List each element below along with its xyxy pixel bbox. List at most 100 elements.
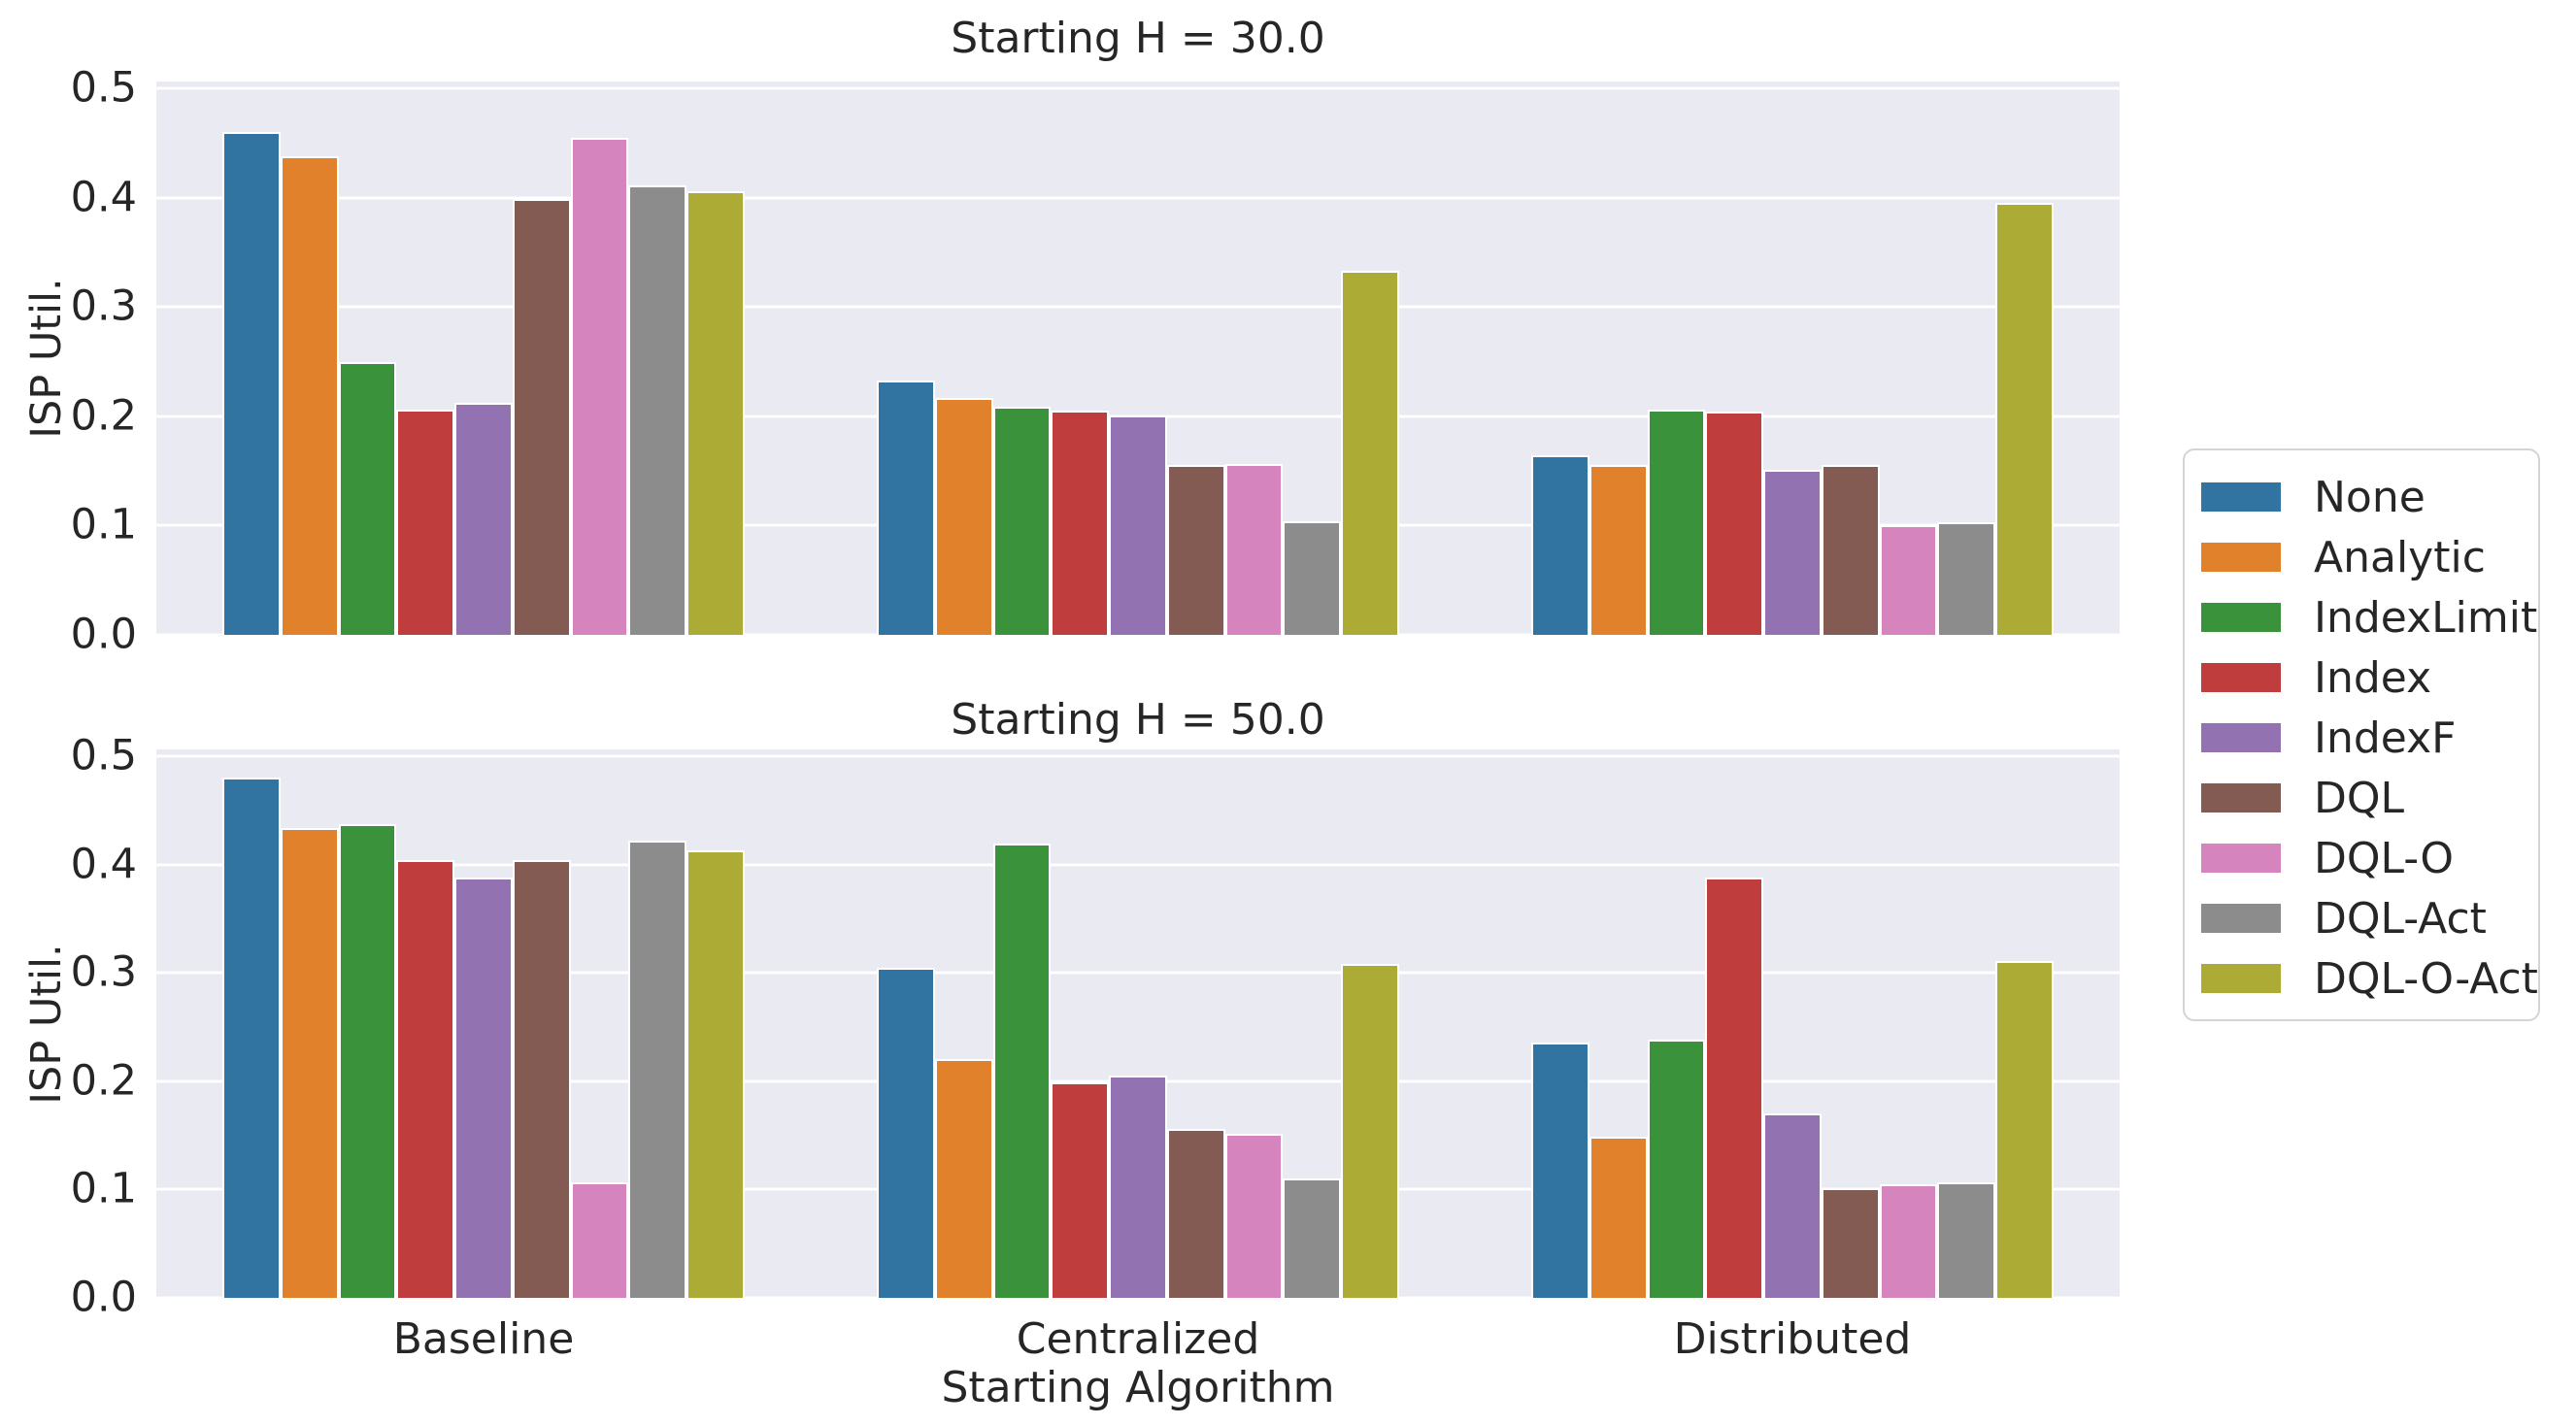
- bar-Analytic-Baseline: [281, 155, 339, 635]
- bar-DQL-Distributed: [1821, 1188, 1880, 1298]
- subplot-h50-axes: 0.0 0.1 0.2 0.3 0.4 0.5: [71, 735, 2120, 1318]
- gridline: [156, 305, 2120, 309]
- legend-swatch-icon: [2201, 543, 2281, 572]
- legend-swatch-icon: [2201, 723, 2281, 752]
- bar-None-Centralized: [877, 380, 936, 635]
- bar-DQL-Act-Distributed: [1937, 1181, 1995, 1298]
- y-tick-label: 0.2: [70, 391, 137, 441]
- bar-IndexF-Baseline: [454, 878, 513, 1298]
- bar-None-Distributed: [1531, 1042, 1590, 1298]
- bar-group: [222, 88, 745, 635]
- legend-label: DQL: [2314, 773, 2405, 823]
- legend-swatch-icon: [2201, 904, 2281, 933]
- subplot-h50-y-axis-label: ISP Util.: [22, 944, 71, 1105]
- bar-DQL-Act-Baseline: [628, 185, 686, 635]
- bar-DQL-O-Distributed: [1879, 525, 1938, 635]
- legend-swatch-icon: [2201, 844, 2281, 873]
- legend-swatch-icon: [2201, 482, 2281, 512]
- bar-None-Centralized: [877, 967, 936, 1298]
- x-tick-label-distributed: Distributed: [1673, 1314, 1912, 1364]
- plot-area: 0.0 0.1 0.2 0.3 0.4 0.5: [71, 67, 2120, 655]
- x-axis-label: Starting Algorithm: [941, 1363, 1335, 1412]
- y-tick-label: 0.0: [70, 1273, 137, 1322]
- bar-Index-Distributed: [1705, 412, 1764, 635]
- legend-swatch-icon: [2201, 663, 2281, 692]
- gridline: [156, 863, 2120, 867]
- gridline: [156, 971, 2120, 975]
- bar-IndexF-Distributed: [1763, 1113, 1822, 1298]
- legend-item-indexlimit: IndexLimit: [2201, 587, 2538, 647]
- category-group-centralized: [811, 88, 1465, 635]
- legend-label: DQL-Act: [2314, 893, 2487, 944]
- bar-IndexLimit-Baseline: [338, 824, 397, 1298]
- gridline: [156, 86, 2120, 90]
- bar-IndexF-Centralized: [1109, 415, 1167, 635]
- legend-swatch-icon: [2201, 603, 2281, 632]
- bar-Analytic-Distributed: [1589, 1136, 1648, 1298]
- bar-Analytic-Centralized: [935, 1059, 993, 1298]
- bar-group: [1531, 756, 2054, 1298]
- bar-IndexLimit-Centralized: [992, 406, 1052, 635]
- legend: None Analytic IndexLimit Index IndexF DQL DQL-…: [2183, 448, 2540, 1021]
- bar-IndexF-Distributed: [1763, 469, 1822, 635]
- legend-items: None Analytic IndexLimit Index IndexF DQL DQL-…: [2201, 467, 2538, 1009]
- bar-DQL-O-Act-Centralized: [1340, 271, 1399, 635]
- category-group-baseline: [156, 756, 811, 1298]
- legend-item-analytic: Analytic: [2201, 527, 2538, 587]
- bar-Index-Distributed: [1705, 878, 1764, 1298]
- y-tick-label: 0.0: [70, 610, 137, 659]
- bar-group: [1531, 88, 2054, 635]
- bar-Index-Baseline: [396, 410, 455, 635]
- bar-DQL-Baseline: [512, 198, 571, 635]
- bar-DQL-O-Act-Distributed: [1994, 960, 2054, 1298]
- bar-None-Baseline: [222, 132, 282, 635]
- category-group-centralized: [811, 756, 1465, 1298]
- bar-IndexLimit-Distributed: [1647, 410, 1706, 635]
- bar-group: [877, 88, 1399, 635]
- y-tick-label: 0.1: [70, 500, 137, 549]
- gridline: [156, 754, 2120, 758]
- bar-DQL-Act-Baseline: [628, 841, 686, 1298]
- bar-DQL-Centralized: [1166, 1128, 1225, 1298]
- subplot-h30-y-axis-label: ISP Util.: [22, 278, 71, 439]
- bar-DQL-Act-Distributed: [1937, 522, 1995, 635]
- legend-label: None: [2314, 472, 2425, 522]
- legend-swatch-icon: [2201, 964, 2281, 993]
- bar-DQL-O-Centralized: [1224, 464, 1284, 635]
- bar-Analytic-Distributed: [1589, 465, 1648, 635]
- bar-IndexF-Centralized: [1109, 1076, 1167, 1298]
- x-tick-label-baseline: Baseline: [392, 1314, 575, 1364]
- legend-label: Analytic: [2314, 532, 2486, 582]
- y-tick-label: 0.3: [70, 947, 137, 997]
- legend-label: DQL-O: [2314, 833, 2454, 883]
- bar-DQL-Centralized: [1166, 465, 1225, 635]
- bar-DQL-O-Baseline: [570, 1181, 629, 1298]
- legend-label: DQL-O-Act: [2314, 953, 2538, 1004]
- subplot-h30-axes: 0.0 0.1 0.2 0.3 0.4 0.5: [71, 67, 2120, 655]
- gridline: [156, 1296, 2120, 1300]
- legend-swatch-icon: [2201, 783, 2281, 812]
- legend-item-none: None: [2201, 467, 2538, 527]
- bar-DQL-Baseline: [512, 860, 571, 1298]
- plot-area: 0.0 0.1 0.2 0.3 0.4 0.5: [71, 735, 2120, 1318]
- y-tick-label: 0.5: [70, 63, 137, 113]
- bar-IndexLimit-Baseline: [338, 361, 397, 635]
- legend-item-dql-o-act: DQL-O-Act: [2201, 948, 2538, 1009]
- bar-Analytic-Centralized: [935, 397, 993, 635]
- gridline: [156, 196, 2120, 200]
- legend-label: IndexF: [2314, 713, 2457, 763]
- bar-None-Baseline: [222, 778, 282, 1298]
- bar-IndexF-Baseline: [454, 403, 513, 635]
- bar-IndexLimit-Centralized: [992, 844, 1052, 1298]
- bar-DQL-O-Act-Baseline: [686, 190, 745, 635]
- bar-Index-Centralized: [1051, 1081, 1110, 1298]
- bar-DQL-Act-Centralized: [1283, 1178, 1341, 1298]
- y-tick-label: 0.4: [70, 173, 137, 222]
- bar-Index-Centralized: [1051, 411, 1110, 635]
- legend-item-indexf: IndexF: [2201, 708, 2538, 768]
- legend-item-index: Index: [2201, 647, 2538, 708]
- bar-group: [222, 756, 745, 1298]
- legend-item-dql-act: DQL-Act: [2201, 888, 2538, 948]
- bar-DQL-O-Act-Centralized: [1340, 964, 1399, 1298]
